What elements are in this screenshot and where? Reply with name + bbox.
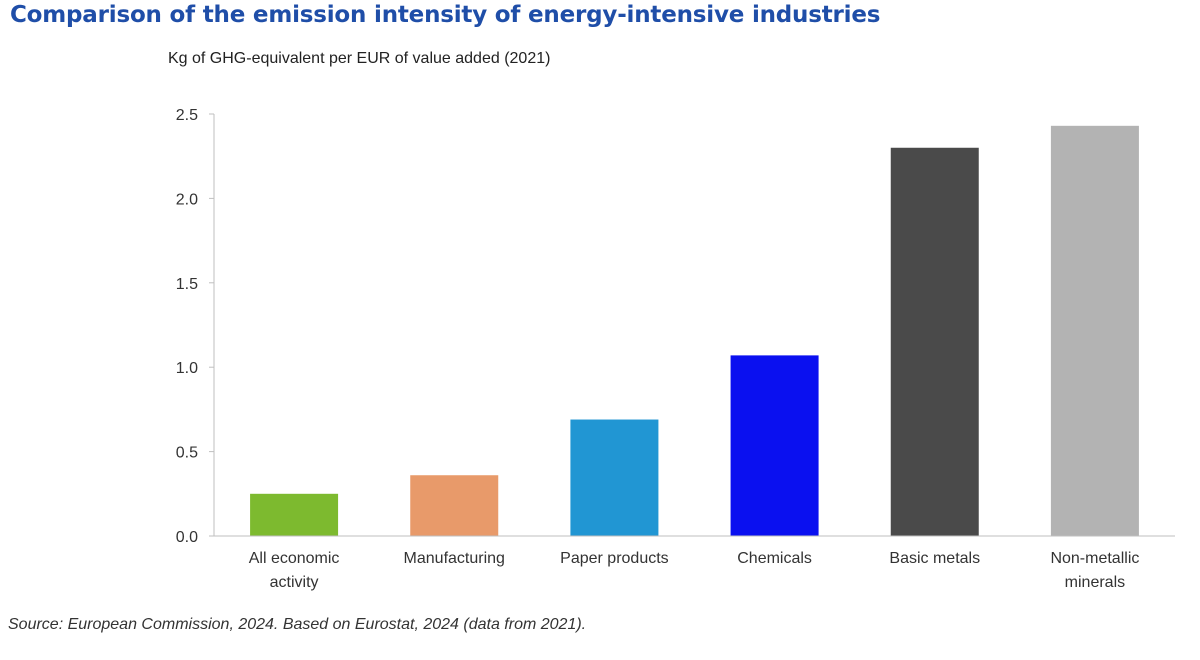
- x-tick-label: Basic metals: [889, 550, 980, 567]
- bar: [250, 493, 339, 536]
- x-tick-label: Non-metallic minerals: [1050, 550, 1139, 591]
- bar: [570, 419, 659, 536]
- bars: [250, 125, 1139, 536]
- x-tick-label: Paper products: [560, 550, 669, 567]
- bar: [730, 355, 819, 536]
- bar-chart: 0.0 0.5 1.0 1.5 2.0 2.5 All economic activity M…: [176, 107, 1175, 591]
- y-tick-label: 2.0: [176, 191, 198, 208]
- y-tick-label: 0.5: [176, 445, 198, 462]
- bar: [410, 475, 499, 536]
- chart-subtitle: Kg of GHG-equivalent per EUR of value ad…: [168, 50, 551, 67]
- y-tick-label: 1.0: [176, 360, 198, 377]
- x-axis: All economic activity Manufacturing Paper p…: [214, 535, 1175, 591]
- y-axis: 0.0 0.5 1.0 1.5 2.0 2.5: [176, 107, 215, 546]
- bar: [1050, 125, 1139, 536]
- y-tick-label: 0.0: [176, 529, 198, 546]
- chart-title: Comparison of the emission intensity of …: [10, 2, 881, 28]
- x-tick-label: Chemicals: [737, 550, 812, 567]
- y-tick-label: 1.5: [176, 276, 198, 293]
- y-tick-label: 2.5: [176, 107, 198, 124]
- x-tick-label: All economic activity: [249, 550, 340, 591]
- bar: [890, 147, 979, 536]
- x-tick-label: Manufacturing: [404, 550, 505, 567]
- source-note: Source: European Commission, 2024. Based…: [8, 616, 587, 633]
